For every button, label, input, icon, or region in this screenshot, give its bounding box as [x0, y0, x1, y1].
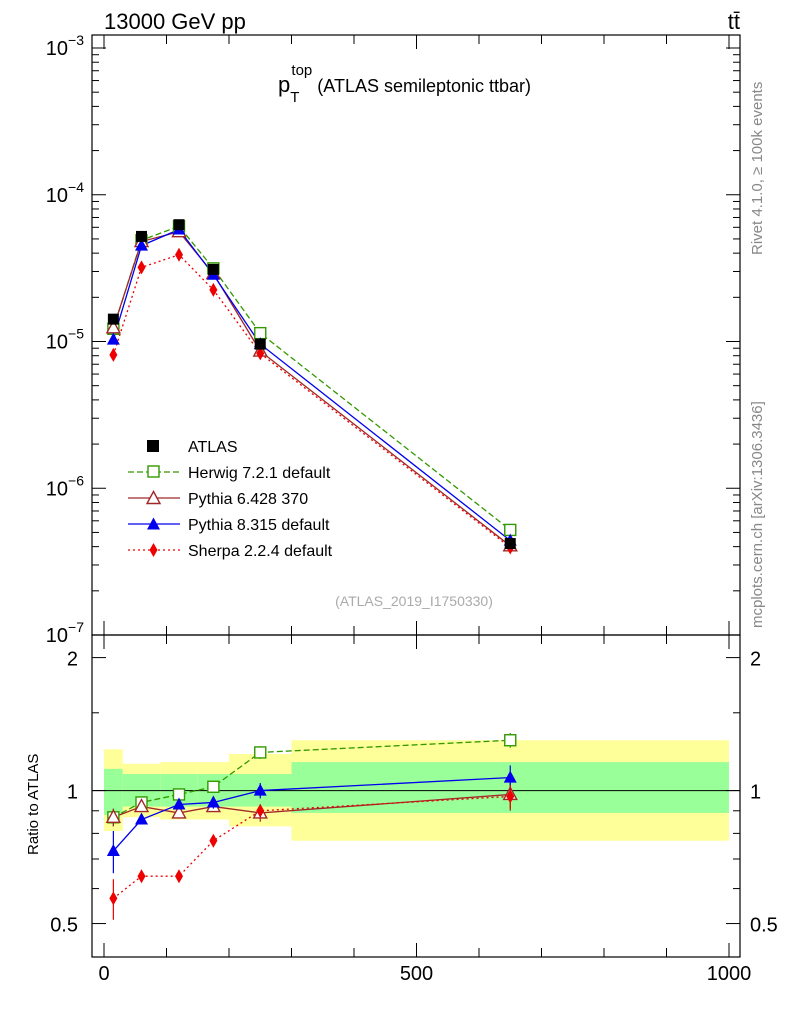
ratio-point-3-1 [137, 869, 146, 884]
legend-label-sherpa: Sherpa 2.2.4 default [188, 543, 333, 560]
ratio-point-1-0 [105, 808, 122, 823]
main-ytick-label-3: 10−6 [46, 472, 84, 500]
xtick-label-0: 0 [98, 963, 109, 985]
legend-marker-herwig [147, 465, 160, 478]
legend-label-pythia8: Pythia 8.315 default [188, 517, 330, 534]
title-rest: (ATLAS semileptonic ttbar) [312, 76, 531, 96]
ratio-point-2-2 [172, 797, 186, 810]
ratio-line-3 [112, 795, 511, 899]
ratio-ytick-label-right-0: 2 [750, 649, 761, 671]
atlas-point-5 [504, 538, 516, 550]
main-line-0 [112, 225, 511, 531]
series-markers [105, 219, 518, 920]
legend-label-pythia6: Pythia 6.428 370 [188, 491, 308, 508]
main-point-3-1 [137, 260, 146, 275]
ytick-exp: −7 [68, 619, 84, 635]
atlas-point-1 [136, 230, 147, 242]
ytick-base: 10 [46, 478, 68, 500]
legend-marker-atlas [147, 440, 159, 452]
ratio-ytick-label-left-2: 0.5 [50, 915, 78, 937]
ytick-exp: −5 [68, 326, 84, 342]
ratio-ytick-label-left-1: 1 [67, 782, 78, 804]
analysis-id: (ATLAS_2019_I1750330) [335, 593, 493, 609]
ratio-plot-frame [91, 634, 741, 958]
main-point-3-0 [109, 347, 118, 362]
ratio-ytick-label-right-2: 0.5 [750, 915, 778, 937]
ratio-line-2 [112, 776, 511, 852]
ratio-ylabel: Ratio to ATLAS [25, 754, 42, 855]
header-energy: 13000 GeV pp [104, 9, 246, 34]
ratio-point-3-0 [109, 891, 118, 906]
band-inner-0 [104, 768, 123, 816]
main-line-3 [112, 254, 511, 548]
ytick-base: 10 [46, 38, 68, 60]
ratio-point-3-2 [175, 869, 183, 884]
ratio-point-2-1 [135, 812, 148, 825]
xtick-label-2: 1000 [707, 963, 752, 985]
legend: ATLAS Herwig 7.2.1 default Pythia 6.428 … [128, 439, 333, 560]
main-point-3-2 [175, 247, 183, 262]
ytick-exp: −6 [68, 472, 84, 488]
ytick-exp: −3 [68, 32, 84, 48]
ratio-ytick-label-left-0: 2 [67, 649, 78, 671]
rivet-label: Rivet 4.1.0, ≥ 100k events [749, 82, 766, 255]
legend-label-herwig: Herwig 7.2.1 default [188, 465, 331, 482]
main-line-1 [112, 230, 511, 547]
main-ytick-label-4: 10−7 [46, 619, 84, 647]
uncertainty-bands [92, 740, 740, 841]
ratio-point-1-2 [171, 804, 187, 819]
main-point-3-4 [256, 346, 265, 361]
legend-marker-pythia8 [147, 517, 160, 530]
atlas-point-0 [107, 313, 119, 325]
ratio-ytick-label-right-1: 1 [750, 782, 761, 804]
ytick-base: 10 [46, 332, 68, 354]
atlas-point-3 [207, 263, 219, 275]
legend-marker-sherpa [149, 543, 158, 557]
ytick-base: 10 [46, 185, 68, 207]
main-line-2 [112, 228, 511, 542]
axes-ticks: 10−310−410−510−610−72 21 10.5 0.50 500 1000 [46, 32, 778, 985]
ratio-point-1-1 [133, 798, 150, 813]
ratio-point-3-5 [506, 789, 515, 804]
atlas-point-2 [173, 219, 185, 231]
main-point-0-4 [254, 326, 267, 340]
ratio-point-3-3 [209, 833, 218, 848]
header-process: tt̄ [728, 9, 740, 34]
main-point-3-3 [209, 282, 218, 297]
title-main: p [278, 72, 290, 97]
ratio-point-2-3 [206, 795, 220, 808]
ratio-point-3-4 [256, 803, 265, 818]
title-sub: T [290, 89, 299, 106]
legend-marker-pythia6 [145, 490, 162, 505]
plot-title: pTtop (ATLAS semileptonic ttbar) [278, 62, 531, 106]
ratio-point-2-0 [106, 843, 120, 856]
ratio-point-0-3 [207, 780, 220, 793]
main-ytick-label-0: 10−3 [46, 32, 84, 60]
xtick-label-1: 500 [400, 963, 433, 985]
atlas-point-4 [254, 338, 266, 350]
main-point-2-1 [135, 238, 148, 251]
main-point-2-0 [106, 332, 120, 345]
main-ytick-label-1: 10−4 [46, 179, 84, 207]
ratio-point-2-4 [253, 783, 267, 796]
ratio-point-0-5 [504, 734, 517, 747]
ytick-base: 10 [46, 625, 68, 647]
ratio-point-2-5 [503, 770, 517, 783]
title-sup: top [291, 62, 312, 79]
legend-label-atlas: ATLAS [188, 439, 238, 456]
mcplots-label: mcplots.cern.ch [arXiv:1306.3436] [749, 401, 766, 628]
ratio-point-0-4 [254, 746, 267, 759]
main-ytick-label-2: 10−5 [46, 326, 84, 354]
ytick-exp: −4 [68, 179, 84, 195]
